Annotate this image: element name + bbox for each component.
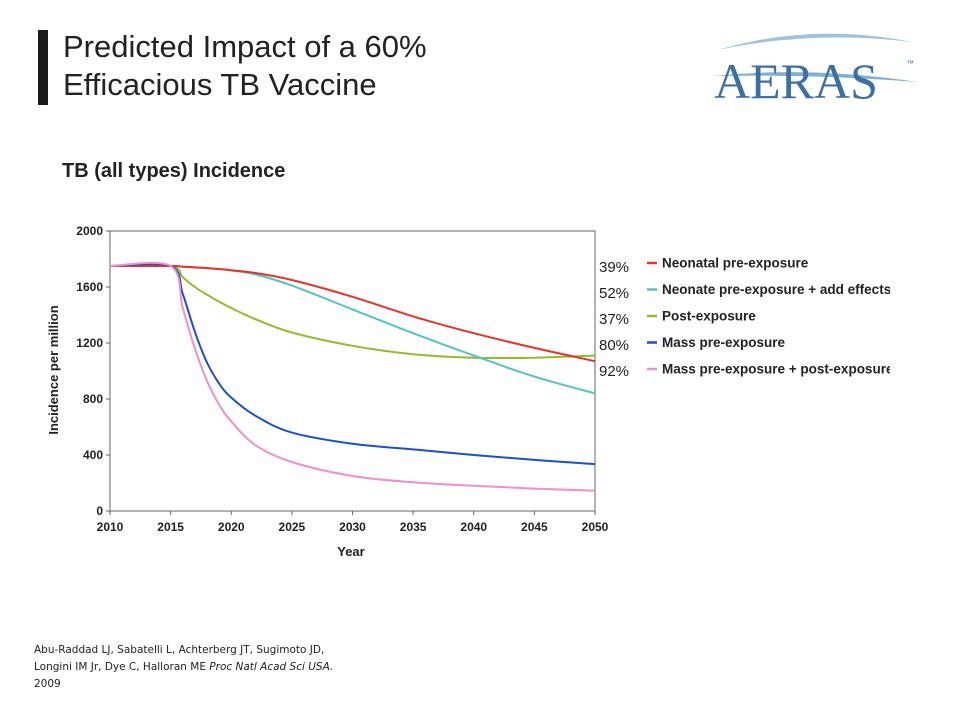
efficacy-percentages: 39% 52% 37% 80% 92% [599,258,629,388]
legend-label: Neonatal pre-exposure [662,256,809,271]
citation-line-2: Longini IM Jr, Dye C, Halloran ME Proc N… [34,659,333,676]
plot-area-frame [109,230,596,512]
series-line-3 [109,262,596,466]
y-tick-label: 1600 [76,280,103,294]
incidence-chart: 0 400 800 1200 1600 2000 2010 2015 2020 2025 2030 2… [46,224,890,559]
citation-authors: Longini IM Jr, Dye C, Halloran ME [34,661,210,673]
citation: Abu-Raddad LJ, Sabatelli L, Achterberg J… [34,642,333,693]
logo-swoosh-top [718,33,912,50]
series-line-0 [109,264,596,363]
chart-axes: 0 400 800 1200 1600 2000 2010 2015 2020 2025 2030 2… [76,224,608,534]
legend-label: Mass pre-exposure + post-exposure [662,362,890,377]
slide-title-line-1: Predicted Impact of a 60% [63,29,427,64]
citation-year: 2009 [34,678,61,690]
y-tick-label: 400 [83,448,103,462]
x-tick-label: 2045 [521,520,548,534]
chart-title: TB (all types) Incidence [62,160,286,182]
y-tick-label: 2000 [76,224,103,238]
series-line-1 [109,264,596,395]
x-tick-label: 2040 [460,520,487,534]
x-tick-label: 2035 [400,520,427,534]
citation-line-1: Abu-Raddad LJ, Sabatelli L, Achterberg J… [34,644,325,656]
slide-title-line-2: Efficacious TB Vaccine [63,67,377,102]
percentage-mass-pre-exposure: 80% [599,337,630,354]
chart-series-lines [109,261,596,492]
legend-label: Mass pre-exposure [662,335,786,350]
logo-trademark: ™ [906,59,914,68]
x-tick-label: 2020 [218,520,245,534]
percentage-mass-pre-post: 92% [599,363,630,380]
aeras-logo: AERAS ™ [714,33,918,108]
title-accent-bar [38,30,48,105]
x-axis-label: Year [337,544,364,559]
citation-journal: Proc Natl Acad Sci USA. [209,661,334,673]
x-tick-label: 2025 [279,520,306,534]
y-tick-label: 800 [83,392,103,406]
legend-label: Neonate pre-exposure + add effects [662,282,890,297]
series-line-2 [109,264,596,360]
logo-swoosh-bottom [714,72,918,82]
x-tick-label: 2050 [582,520,609,534]
logo-text: AERAS [714,53,878,108]
percentage-neonate-add-effects: 52% [599,285,630,302]
slide-title: Predicted Impact of a 60% Efficacious TB… [63,28,427,104]
y-tick-label: 1200 [76,336,103,350]
legend-label: Post-exposure [662,309,756,324]
y-axis-label: Incidence per million [46,305,61,434]
x-tick-label: 2015 [157,520,184,534]
y-tick-label: 0 [96,504,103,518]
series-line-4 [109,261,596,492]
chart-legend: Neonatal pre-exposure Neonate pre-exposur… [647,256,890,377]
x-tick-label: 2030 [339,520,366,534]
percentage-post-exposure: 37% [599,311,630,328]
percentage-neonatal: 39% [599,259,630,276]
x-tick-label: 2010 [97,520,124,534]
